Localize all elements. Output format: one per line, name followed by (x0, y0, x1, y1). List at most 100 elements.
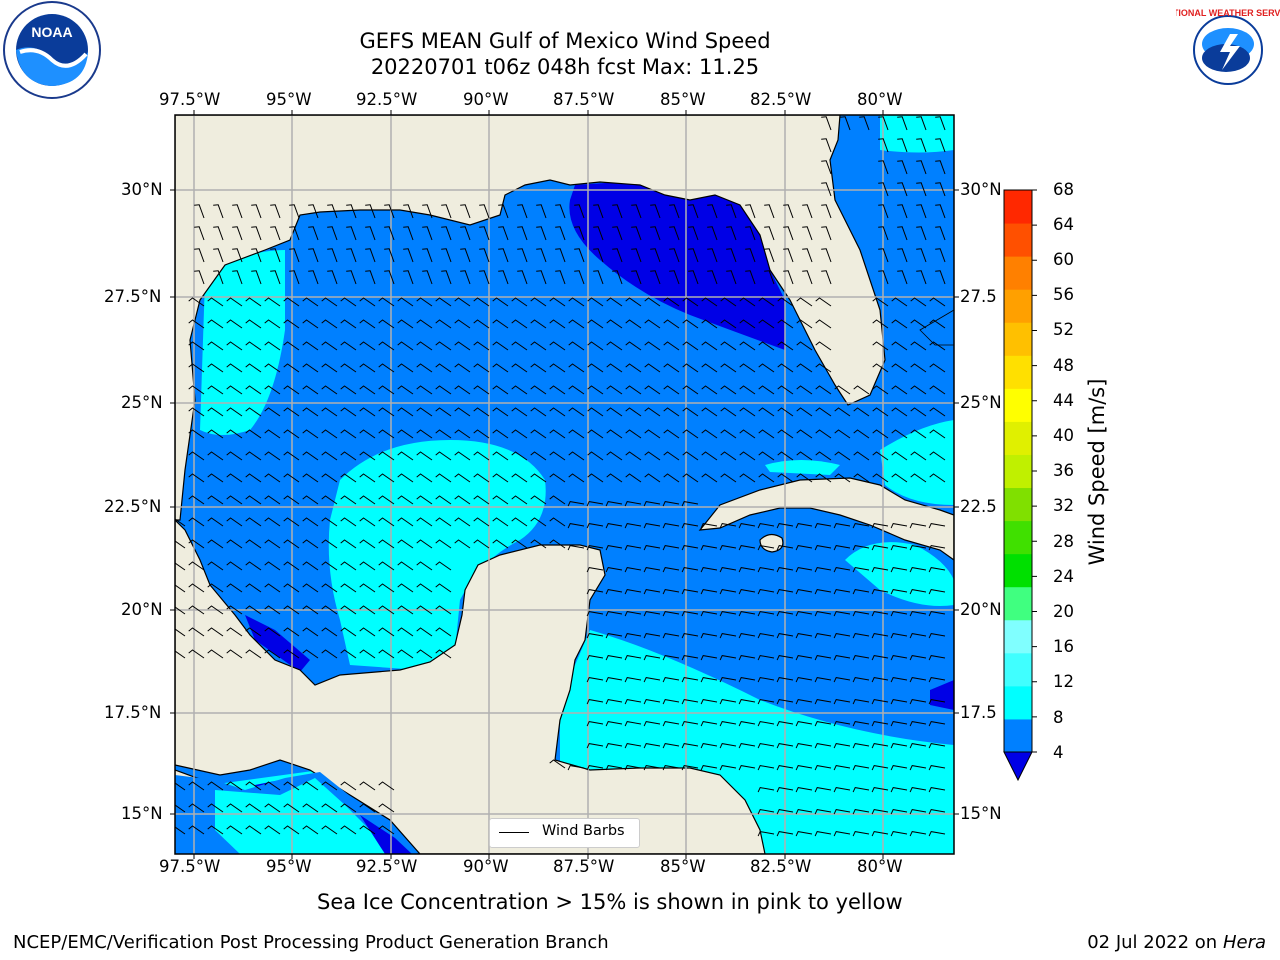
wind-barb (891, 429, 908, 439)
wind-barb (719, 721, 737, 727)
wind-barb (574, 248, 585, 263)
wind-barb (340, 473, 357, 483)
wind-barb (777, 385, 794, 395)
wind-barb (308, 248, 319, 263)
wind-barb (397, 429, 414, 439)
wind-barb (605, 721, 623, 727)
wind-barb (853, 429, 870, 439)
wind-barb (871, 655, 889, 661)
wind-barb (365, 204, 376, 219)
lon-tick-bottom: 80°W (857, 857, 903, 876)
wind-barb (700, 655, 718, 661)
colorbar-tick: 12 (1053, 672, 1074, 691)
wind-barb (681, 655, 699, 661)
wind-barb (175, 540, 186, 549)
wind-barb (188, 341, 205, 351)
wind-barb (681, 523, 699, 529)
wind-barb (700, 677, 718, 683)
wind-barb (245, 407, 262, 417)
wind-barb (681, 677, 699, 683)
wind-barb (530, 341, 547, 351)
wind-barb (815, 363, 832, 373)
wind-barb (378, 803, 395, 813)
wind-barb (194, 248, 205, 263)
wind-barb (270, 226, 281, 241)
wind-barb (757, 567, 775, 573)
wind-barb (422, 226, 433, 241)
wind-barb (416, 649, 433, 659)
wind-barb (624, 765, 642, 771)
wind-barb (188, 319, 205, 329)
wind-barb (624, 721, 642, 727)
wind-barb (517, 226, 528, 241)
wind-barb (833, 523, 851, 529)
wind-barb (327, 226, 338, 241)
wind-barb (853, 385, 870, 395)
wind-barb (719, 743, 737, 749)
wind-barb (473, 429, 490, 439)
wind-barb (643, 545, 661, 551)
wind-barb (890, 589, 908, 595)
wind-barb (928, 743, 946, 749)
wind-barb (758, 341, 775, 351)
wind-barb (340, 649, 357, 659)
wind-barb (245, 539, 262, 549)
wind-barb (928, 699, 946, 705)
wind-barb (821, 182, 832, 197)
wind-barb (625, 407, 642, 417)
wind-barb (492, 539, 509, 549)
wind-barb (840, 116, 851, 131)
wind-barb (700, 699, 718, 705)
wind-barb (606, 297, 623, 307)
wind-barb (814, 721, 832, 727)
wind-barb (416, 539, 433, 549)
wind-barb (745, 204, 756, 219)
wind-barb (644, 341, 661, 351)
wind-barb (758, 429, 775, 439)
wind-barb (270, 204, 281, 219)
wind-barb (511, 539, 528, 549)
wind-barb (605, 743, 623, 749)
wind-barb (852, 633, 870, 639)
wind-barb (720, 297, 737, 307)
wind-barb (890, 831, 908, 837)
wind-barb (872, 407, 889, 417)
wind-barb (416, 319, 433, 329)
wind-barb (688, 248, 699, 263)
wind-barb (207, 429, 224, 439)
wind-barb (397, 407, 414, 417)
wind-barb (530, 297, 547, 307)
wind-barb (188, 407, 205, 417)
wind-barb (302, 451, 319, 461)
wind-barb (479, 204, 490, 219)
wind-barb (587, 385, 604, 395)
wind-barb (416, 517, 433, 527)
wind-barb (530, 319, 547, 329)
wind-barb (188, 495, 205, 505)
wind-barb (188, 561, 205, 571)
wind-barb (175, 584, 186, 593)
wind-barb (852, 787, 870, 793)
wind-barb (834, 429, 851, 439)
wind-barb (871, 611, 889, 617)
wind-barb (606, 451, 623, 461)
wind-barb (726, 270, 737, 285)
wind-barb (682, 473, 699, 483)
wind-barb (929, 429, 946, 439)
wind-barb (340, 605, 357, 615)
wind-barb (814, 699, 832, 705)
wind-barb (701, 363, 718, 373)
wind-barb (852, 721, 870, 727)
wind-barb (605, 501, 623, 507)
wind-barb (435, 495, 452, 505)
wind-barb (264, 517, 281, 527)
sea-ice-note: Sea Ice Concentration > 15% is shown in … (317, 890, 903, 914)
wind-barb (871, 831, 889, 837)
wind-barb (764, 248, 775, 263)
wind-barb (726, 226, 737, 241)
wind-barb (302, 363, 319, 373)
wind-barb (662, 589, 680, 595)
wind-barb (935, 116, 946, 131)
wind-barb (435, 649, 452, 659)
wind-barb (416, 495, 433, 505)
